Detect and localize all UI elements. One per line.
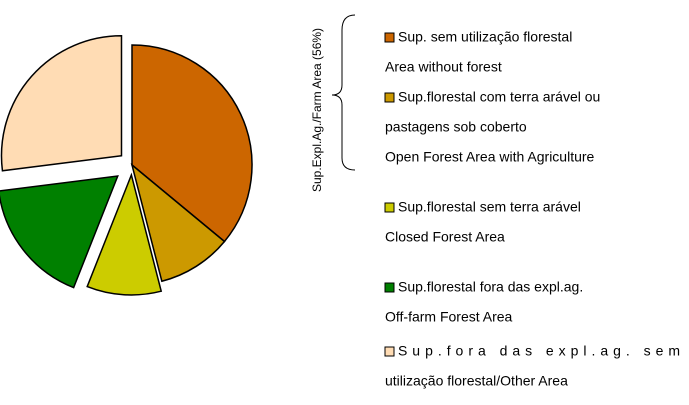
pie-slice [0,34,123,172]
pie-slice [130,162,226,283]
legend-label: Open Forest Area with Agriculture [385,149,595,165]
legend-label: Area without forest [385,59,502,75]
legend-swatch [384,32,395,43]
legend-label: utilização florestal/Other Area [385,373,568,389]
legend-label: Sup.florestal fora das expl.ag. [398,279,583,295]
pie-slice [86,172,163,296]
bracket-label: Sup.Expl.Ag./Farm Area (56%) [310,28,324,192]
legend-swatch [384,346,395,357]
legend-label: Closed Forest Area [385,229,505,245]
legend-label: Sup.florestal sem terra arável [398,199,581,215]
legend-swatch [384,92,395,103]
legend-label: Sup.fora das expl.ag. sem [398,343,680,359]
bracket [331,14,356,171]
legend-swatch [384,282,395,293]
legend-label: Sup. sem utilização florestal [398,29,572,45]
pie-slice [0,175,119,289]
legend-swatch [384,202,395,213]
legend-label: pastagens sob coberto [385,119,527,135]
legend-label: Sup.florestal com terra arável ou [398,89,600,105]
legend-label: Off-farm Forest Area [385,309,513,325]
pie-slice [131,44,253,243]
